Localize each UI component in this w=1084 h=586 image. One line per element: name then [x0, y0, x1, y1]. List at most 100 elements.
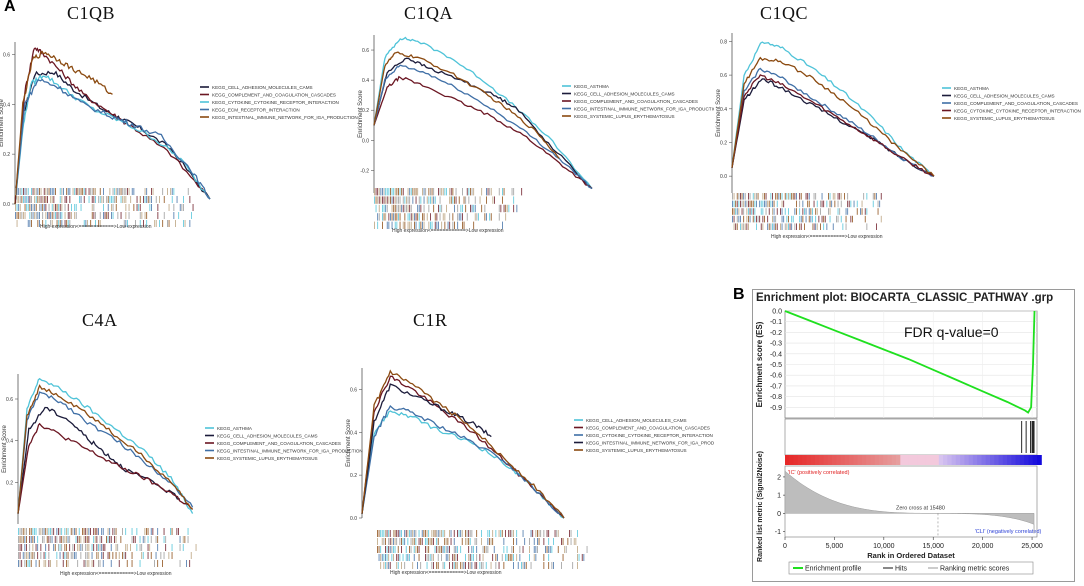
hit-mark [27, 188, 29, 195]
hit-mark [62, 552, 64, 559]
heatbar-segment [960, 455, 965, 465]
hit-mark [409, 554, 410, 561]
hit-mark [756, 215, 757, 223]
heatbar-segment [793, 455, 799, 465]
heatbar-segment [994, 455, 1000, 465]
hit-mark [823, 200, 825, 208]
hit-mark [133, 188, 135, 195]
hit-mark [37, 536, 39, 543]
series-line [373, 75, 593, 189]
hit-mark [409, 213, 411, 221]
legend-label: KEGG_INTESTINAL_IMMUNE_NETWORK_FOR_IGA_P… [586, 441, 714, 446]
hit-mark [760, 223, 762, 230]
hit-mark [457, 204, 459, 213]
hit-mark [61, 528, 63, 535]
heatbar-segment [844, 455, 850, 465]
hit-mark [55, 212, 56, 219]
hit-mark [502, 196, 503, 204]
hit-mark [118, 552, 120, 559]
hit-mark [86, 552, 88, 559]
hit-mark [101, 528, 103, 535]
hit-mark [436, 546, 438, 553]
hit-mark [162, 560, 163, 567]
hit-mark [532, 530, 534, 537]
legend-label: KEGG_CELL_ADHESION_MOLECULES_CAMS [954, 94, 1055, 99]
es-tick-label: -0.6 [770, 373, 782, 380]
hit-mark [115, 528, 117, 535]
hit-mark [48, 552, 50, 559]
hit-mark [740, 223, 741, 230]
y-tick-label: 0.6 [3, 52, 10, 58]
hit-mark [466, 213, 468, 221]
hit-mark [75, 212, 77, 219]
hit-mark [53, 544, 55, 551]
hit-mark [87, 220, 88, 227]
series-line [361, 375, 565, 519]
hit-mark [35, 560, 37, 567]
hit-mark [578, 554, 580, 561]
hit-mark [535, 554, 537, 561]
hit-mark [16, 204, 18, 211]
hit-mark [106, 212, 108, 219]
hit-mark [839, 208, 841, 215]
hit-mark [506, 204, 508, 213]
hit-mark [404, 530, 406, 537]
hit-mark [794, 193, 796, 200]
legend-label: KEGG_SYSTEMIC_LUPUS_ERYTHEMATOSUS [586, 448, 687, 453]
hit-mark [125, 544, 127, 551]
hit-mark [125, 196, 127, 203]
hit-mark [21, 528, 23, 535]
hit-mark [115, 204, 117, 211]
hit-mark [378, 204, 380, 213]
hit-mark [421, 538, 423, 545]
hit-mark [88, 188, 90, 195]
hit-mark [481, 188, 483, 196]
hit-mark [157, 528, 159, 535]
hit-mark [30, 528, 32, 535]
hit-mark [155, 196, 157, 203]
hit-mark [51, 536, 53, 543]
hit-mark [433, 562, 434, 569]
hit-mark [417, 204, 419, 213]
hit-mark [75, 552, 77, 559]
y-tick-label: 0.0 [362, 138, 369, 144]
hit-mark [786, 193, 788, 200]
hit-mark [471, 204, 473, 213]
hit-mark [380, 562, 382, 569]
hit-mark [460, 213, 462, 221]
hit-mark [80, 188, 82, 195]
hit-mark [406, 204, 407, 213]
hit-mark [847, 200, 849, 208]
hit-mark [171, 188, 173, 195]
hit-mark [18, 560, 19, 567]
hit-mark [748, 223, 749, 230]
hit-mark [449, 546, 450, 553]
hit-mark [110, 536, 112, 543]
hit-mark [426, 213, 428, 221]
hit-mark [815, 223, 817, 230]
hit-mark [183, 204, 184, 211]
hit-mark [136, 528, 138, 535]
hit-mark [139, 544, 141, 551]
panel-b-title: Enrichment plot: BIOCARTA_CLASSIC_PATHWA… [756, 292, 1054, 304]
hit-mark [34, 536, 35, 543]
hit-mark [407, 196, 409, 204]
hit-mark [537, 530, 538, 537]
y-tick-label: 0.0 [3, 202, 10, 208]
x-tick-label: 20,000 [972, 543, 994, 550]
hit-mark [740, 215, 741, 223]
hit-mark [61, 204, 63, 211]
hit-mark [61, 212, 63, 219]
hit-mark [59, 188, 61, 195]
hit-mark [19, 560, 21, 567]
hit-mark [26, 204, 28, 211]
hit-mark [741, 208, 743, 215]
hit-mark [823, 215, 825, 223]
hit-mark [513, 538, 514, 545]
hit-mark [789, 193, 791, 200]
hit-mark [452, 188, 454, 196]
hit-mark [450, 530, 452, 537]
hit-mark [181, 204, 183, 211]
hit-mark [821, 193, 823, 200]
hit-mark [794, 208, 796, 215]
